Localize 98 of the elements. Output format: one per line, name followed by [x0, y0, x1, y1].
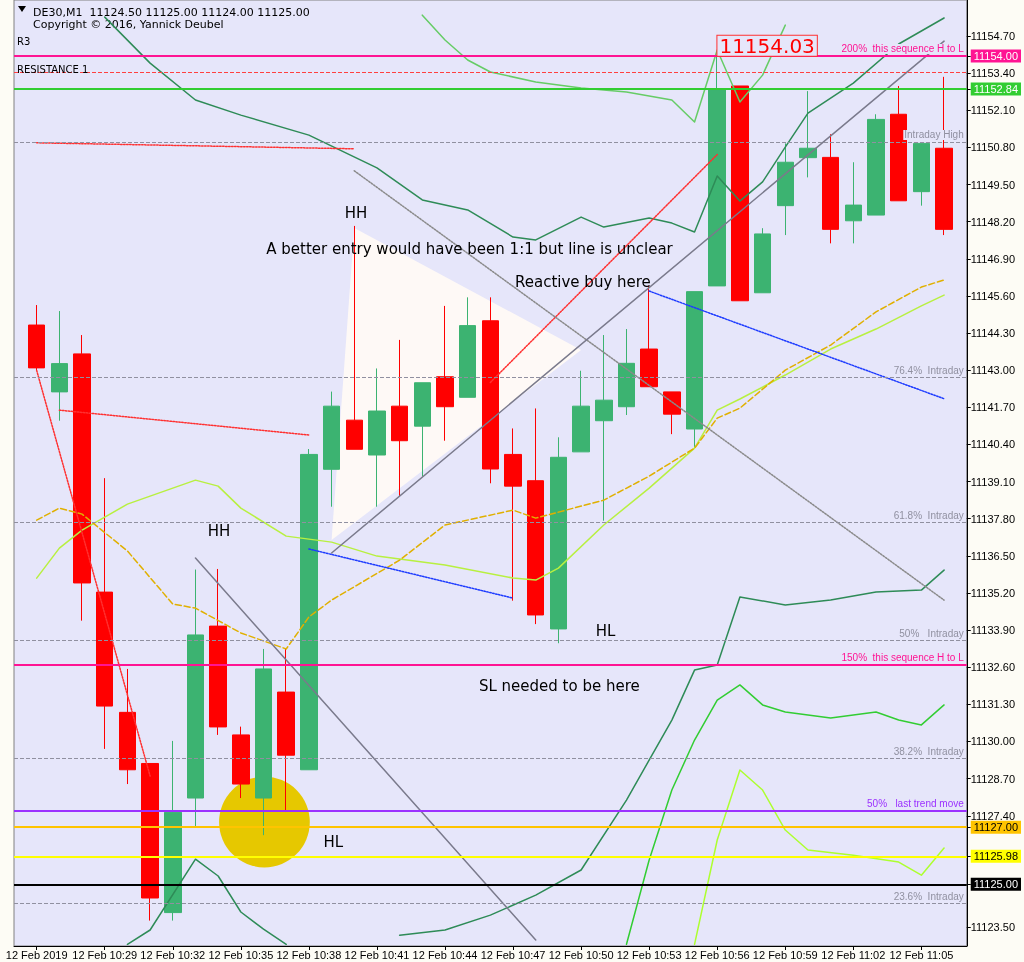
candlestick	[572, 370, 590, 453]
candlestick	[141, 762, 159, 922]
x-tick-label: 12 Feb 10:44	[412, 948, 478, 961]
y-tick-label: 11152.84	[973, 83, 1018, 96]
candlestick	[504, 427, 522, 602]
y-tick-label: 11143.00	[970, 364, 1015, 377]
ref-line-label: 76.4% Intraday	[893, 364, 964, 376]
ref-line-label: 200% this sequence H to L	[841, 43, 965, 55]
candlestick	[277, 647, 295, 813]
candlestick	[51, 310, 68, 422]
ref-line-label: 50% Intraday	[899, 627, 964, 639]
y-tick-label: 11125.98	[973, 850, 1018, 863]
x-tick-label: 12 Feb 10:35	[208, 948, 274, 961]
y-tick-label: 11137.80	[970, 512, 1015, 525]
x-tick-label: 12 Feb 10:38	[276, 948, 342, 961]
candlestick	[323, 391, 340, 508]
candlestick	[300, 448, 318, 771]
candlestick	[436, 305, 454, 442]
candlestick	[663, 391, 681, 435]
candlestick	[187, 569, 204, 828]
candlestick	[731, 85, 749, 302]
line-series	[103, 16, 945, 241]
candlestick	[777, 142, 794, 236]
candlestick	[119, 668, 136, 785]
candlestick	[482, 296, 499, 484]
candlestick	[913, 142, 930, 207]
y-tick-label: 11154.00	[973, 49, 1018, 62]
x-tick-label: 12 Feb 10:56	[684, 948, 750, 961]
x-tick-label: 12 Feb 11:05	[889, 948, 954, 961]
y-tick-label: 11154.70	[970, 29, 1015, 42]
annotation: 11154.03	[719, 33, 815, 58]
y-tick-label: 11128.70	[970, 772, 1015, 785]
annotation: HH	[344, 204, 368, 223]
ref-line-label: Intraday High	[904, 129, 964, 141]
y-tick-label: 11132.60	[970, 661, 1015, 674]
candlestick	[595, 334, 613, 522]
candlestick	[618, 328, 635, 416]
annotation: SL needed to be here	[478, 677, 640, 696]
y-tick-label: 11139.10	[970, 475, 1015, 488]
candlestick	[28, 304, 45, 371]
x-tick-label: 12 Feb 10:32	[140, 948, 206, 961]
y-tick-label: 11127.00	[973, 821, 1018, 834]
candlestick	[459, 296, 476, 398]
candlestick	[890, 85, 907, 202]
candlestick	[527, 407, 544, 625]
ref-line-label: 50% last trend move	[867, 798, 965, 810]
text: DE30,M1 11124.50 11125.00 11124.00 11125.00	[33, 6, 310, 19]
y-tick-label: 11141.70	[970, 401, 1015, 414]
x-tick-label: 12 Feb 10:47	[480, 948, 546, 961]
x-tick-label: 12 Feb 10:29	[72, 948, 138, 961]
annotation: R3	[17, 36, 31, 48]
y-tick-label: 11146.90	[970, 252, 1015, 265]
candlestick	[96, 477, 113, 750]
y-tick-label: 11150.80	[970, 141, 1015, 154]
candlestick	[368, 367, 386, 508]
candlestick	[73, 334, 91, 622]
y-tick-label: 11125.00	[973, 878, 1018, 891]
x-tick-label: 12 Feb 2019	[5, 948, 68, 961]
y-tick-label: 11123.50	[970, 921, 1015, 934]
y-tick-label: 11140.40	[970, 438, 1015, 451]
y-tick-label: 11131.30	[970, 698, 1015, 711]
annotation: HH	[207, 521, 231, 540]
candlestick	[867, 113, 885, 216]
x-tick-label: 12 Feb 10:59	[752, 948, 818, 961]
candlestick	[255, 648, 272, 836]
y-tick-label: 11136.50	[970, 549, 1015, 562]
annotation: HL	[595, 621, 617, 640]
ref-line-label: 150% this sequence H to L	[841, 652, 965, 664]
y-tick-label: 11133.90	[970, 624, 1015, 637]
candlestick	[822, 133, 839, 244]
candlestick	[799, 90, 817, 178]
candlestick	[414, 382, 431, 478]
x-tick-label: 12 Feb 11:02	[821, 948, 886, 961]
y-tick-label: 11148.20	[970, 215, 1015, 228]
annotation: HL	[323, 833, 344, 852]
candlestick	[550, 436, 567, 644]
x-tick-label: 12 Feb 10:53	[616, 948, 682, 961]
candlestick	[686, 291, 703, 449]
candlestick	[232, 726, 250, 799]
y-tick-label: 11144.30	[970, 327, 1015, 340]
y-tick-label: 11130.00	[970, 735, 1015, 748]
y-tick-label: 11135.20	[970, 586, 1015, 599]
candlestick	[708, 54, 726, 287]
candlestick	[209, 568, 227, 736]
candlestick	[391, 339, 408, 497]
ref-line-label: 38.2% Intraday	[893, 745, 964, 757]
y-tick-label: 11127.40	[970, 809, 1015, 822]
candlestick	[164, 740, 182, 922]
x-tick-label: 12 Feb 10:50	[548, 948, 614, 961]
y-tick-label: 11149.50	[970, 178, 1015, 191]
x-tick-label: 12 Feb 10:41	[344, 948, 410, 961]
candlestick	[754, 227, 771, 294]
y-tick-label: 11153.40	[970, 67, 1015, 80]
y-tick-label: 11152.10	[970, 104, 1015, 117]
ref-line-label: 61.8% Intraday	[893, 509, 964, 521]
ref-line-label: 23.6% Intraday	[893, 890, 964, 902]
y-tick-label: 11145.60	[970, 289, 1015, 302]
candlestick	[845, 161, 862, 244]
